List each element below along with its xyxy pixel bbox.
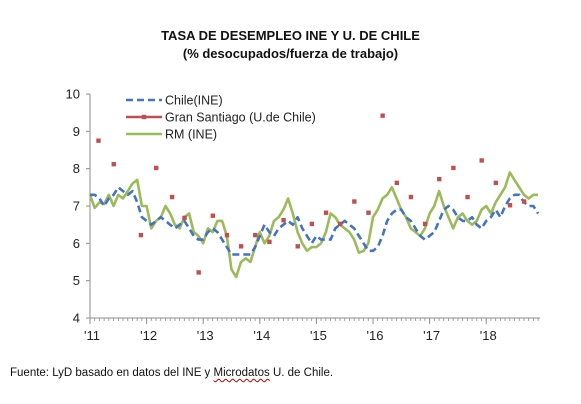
- gran-santiago-point: [493, 180, 499, 186]
- chart-subtitle: (% desocupados/fuerza de trabajo): [182, 46, 399, 61]
- x-tick-label: '11: [84, 328, 100, 343]
- x-tick-label: '16: [367, 328, 384, 343]
- y-tick-label: 10: [66, 87, 80, 102]
- x-tick-label: '13: [197, 328, 214, 343]
- gran-santiago-point: [323, 210, 329, 215]
- gran-santiago-point: [295, 244, 300, 249]
- gran-santiago-point: [281, 217, 286, 223]
- x-tick-label: '15: [310, 328, 327, 343]
- gran-santiago-point: [111, 161, 116, 167]
- gran-santiago-point: [521, 199, 527, 204]
- legend-rm-ine: RM (INE): [165, 128, 217, 142]
- gran-santiago-point: [154, 165, 159, 171]
- gran-santiago-point: [479, 158, 484, 163]
- y-tick-label: 8: [73, 161, 80, 176]
- gran-santiago-point: [422, 221, 428, 227]
- chile-ine-line: [90, 186, 540, 256]
- gran-santiago-point: [366, 210, 371, 215]
- gran-santiago-point: [394, 180, 399, 186]
- rm-ine-line: [88, 171, 539, 279]
- gran-santiago-point: [182, 215, 187, 221]
- legend-gran-santiago: Gran Santiago (U.de Chile): [165, 111, 316, 125]
- y-tick-label: 4: [73, 311, 80, 326]
- gran-santiago-point: [169, 194, 175, 200]
- gran-santiago-point: [253, 232, 258, 238]
- gran-santiago-point: [451, 165, 456, 171]
- gran-santiago-point: [507, 203, 513, 208]
- y-tick-label: 6: [73, 236, 80, 251]
- gran-santiago-point: [352, 199, 357, 204]
- x-tick-label: '17: [423, 328, 440, 343]
- gran-santiago-point: [210, 213, 216, 218]
- gran-santiago-point: [437, 176, 442, 182]
- gran-santiago-point: [267, 239, 272, 245]
- gran-santiago-point: [380, 113, 385, 118]
- gran-santiago-point: [465, 194, 470, 200]
- gran-santiago-point: [408, 194, 414, 200]
- y-tick-label: 9: [73, 124, 80, 139]
- chart-title: TASA DE DESEMPLEO INE Y U. DE CHILE: [161, 28, 420, 43]
- source-word: Microdatos: [213, 367, 270, 379]
- y-tick-label: 5: [73, 273, 80, 288]
- axes: 4 5 6 7 8 9 10 '11 '12 '13 '14 '15 '16 '17 '18: [66, 87, 540, 343]
- source-note: Fuente: LyD basado en datos del INE y Mi…: [10, 367, 333, 379]
- gran-santiago-point: [309, 221, 315, 227]
- source-prefix: Fuente: LyD basado en datos del INE y: [10, 367, 214, 379]
- series-layer: [88, 113, 540, 279]
- gran-santiago-point: [224, 232, 230, 238]
- x-tick-label: '18: [480, 328, 497, 343]
- legend-chile-ine: Chile(INE): [165, 94, 223, 108]
- x-tick-label: '14: [253, 328, 270, 343]
- gran-santiago-point: [138, 232, 144, 238]
- y-tick-label: 7: [73, 199, 80, 214]
- legend-marker-gran-santiago: [141, 114, 147, 120]
- gran-santiago-point: [196, 270, 201, 275]
- source-suffix: U. de Chile.: [269, 367, 334, 379]
- gran-santiago-point: [96, 138, 101, 143]
- legend: Chile(INE) Gran Santiago (U.de Chile) RM (…: [126, 94, 316, 142]
- gran-santiago-point: [337, 221, 343, 227]
- x-tick-label: '12: [140, 328, 157, 343]
- gran-santiago-point: [238, 244, 244, 249]
